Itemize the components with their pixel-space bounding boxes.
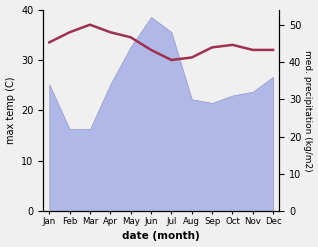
Y-axis label: med. precipitation (kg/m2): med. precipitation (kg/m2) (303, 50, 313, 171)
Y-axis label: max temp (C): max temp (C) (5, 77, 16, 144)
X-axis label: date (month): date (month) (122, 231, 200, 242)
